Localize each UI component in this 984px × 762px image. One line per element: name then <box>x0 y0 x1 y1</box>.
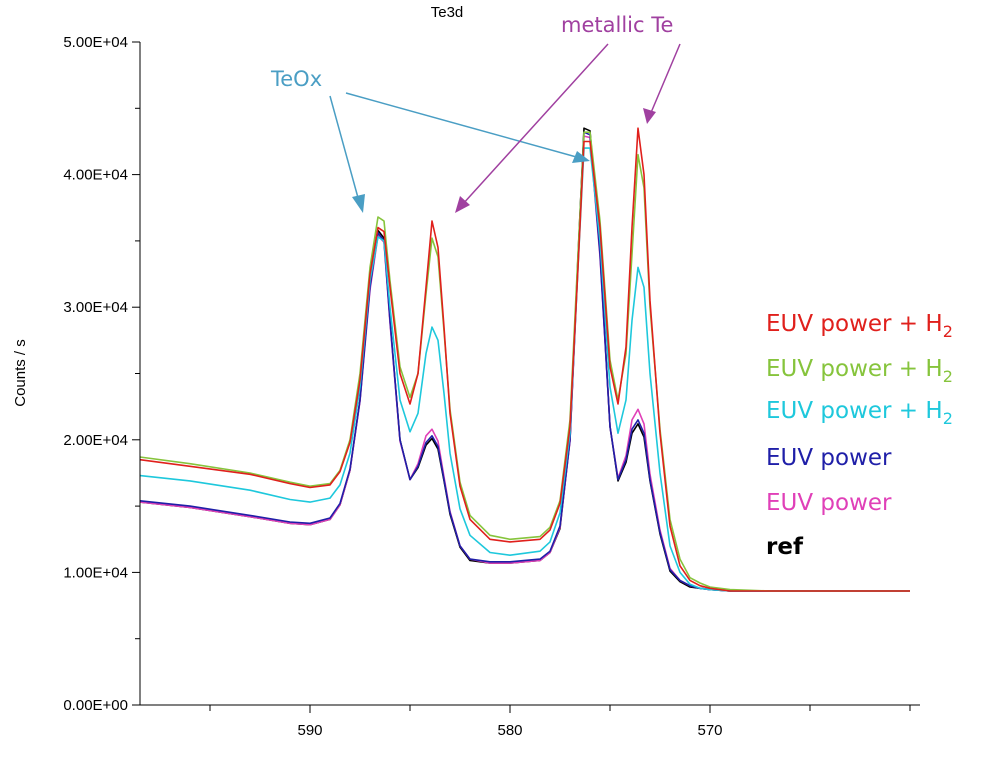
legend-entry-0: EUV power + H2 <box>766 311 953 341</box>
y-tick-label: 1.00E+04 <box>63 564 128 581</box>
annotation-teox-arrowhead-left <box>352 194 365 213</box>
y-tick-label: 0.00E+00 <box>63 697 128 714</box>
annotation-metallic-te-arrowhead-left <box>455 196 470 213</box>
chart-title: Te3d <box>431 4 464 21</box>
annotation-teox-arrow-right <box>345 92 581 159</box>
x-tick-label: 590 <box>297 722 322 739</box>
plot-series <box>139 127 910 592</box>
annotation-teox: TeOx <box>270 67 590 213</box>
x-tick-label: 570 <box>697 722 722 739</box>
y-tick-label: 5.00E+04 <box>63 34 128 51</box>
annotation-metallic-te: metallic Te <box>455 13 681 213</box>
annotation-metallic-te-arrow-left <box>461 43 609 206</box>
y-tick-label: 3.00E+04 <box>63 299 128 316</box>
annotation-metallic-te-arrow-right <box>649 43 681 116</box>
legend: EUV power + H2 EUV power + H2 EUV power + … <box>766 311 953 560</box>
legend-entry-3: EUV power <box>766 445 892 471</box>
legend-entry-1: EUV power + H2 <box>766 356 953 386</box>
series-line-0 <box>139 127 910 592</box>
annotation-teox-arrow-left <box>329 95 361 206</box>
x-axis-ticks: 590 580 570 <box>209 705 911 739</box>
annotation-teox-label: TeOx <box>270 67 322 91</box>
series-line-3 <box>139 131 910 592</box>
legend-entry-5: ref <box>766 534 804 560</box>
y-axis-ticks: 0.00E+00 1.00E+04 2.00E+04 3.00E+04 4.00E+04… <box>63 34 140 714</box>
y-axis-label: Counts / s <box>12 339 29 407</box>
annotation-teox-arrowhead-right <box>572 151 590 163</box>
legend-entry-4: EUV power <box>766 490 892 516</box>
y-tick-label: 2.00E+04 <box>63 432 128 449</box>
x-tick-label: 580 <box>497 722 522 739</box>
legend-entry-2: EUV power + H2 <box>766 398 953 428</box>
y-tick-label: 4.00E+04 <box>63 167 128 184</box>
annotation-metallic-te-label: metallic Te <box>561 13 673 37</box>
annotation-metallic-te-arrowhead-right <box>643 108 656 124</box>
